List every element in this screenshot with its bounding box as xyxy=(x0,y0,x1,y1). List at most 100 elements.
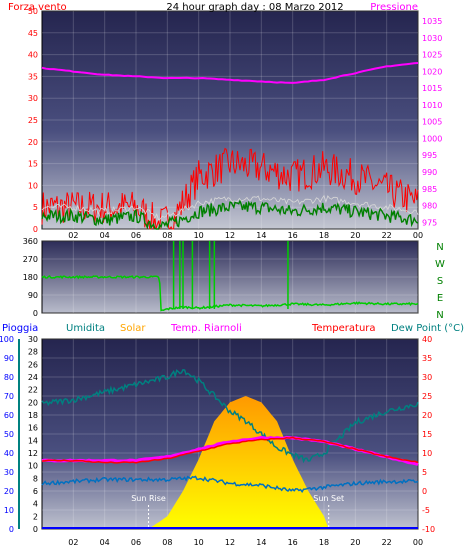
wind-tick-label: 10 xyxy=(28,181,38,190)
wind-tick-label: 45 xyxy=(28,29,38,38)
direction-tick-label: 180 xyxy=(23,273,38,282)
x-tick-label: 14 xyxy=(256,231,266,240)
wind-gust-line xyxy=(41,147,419,230)
legend-umidita: Umidita xyxy=(66,323,105,334)
x-tick-label: 20 xyxy=(350,538,360,547)
x-tick-label: 10 xyxy=(194,538,204,547)
pressure-tick-label: 1000 xyxy=(422,134,442,143)
x-tick-label: 00 xyxy=(413,538,423,547)
wind-tick-label: 40 xyxy=(28,51,38,60)
rain-tick-label: 40 xyxy=(4,449,14,458)
sun-set-label: Sun Set xyxy=(313,494,344,503)
solar-tick-label: 16 xyxy=(28,424,38,433)
temperature-line xyxy=(41,436,419,464)
legend-solar: Solar xyxy=(120,323,146,334)
x-tick-label: 22 xyxy=(382,231,392,240)
pressure-tick-label: 990 xyxy=(422,168,437,177)
rain-tick-label: 90 xyxy=(4,354,14,363)
temperature-tick-label: 5 xyxy=(422,468,427,477)
temperature-tick-label: 30 xyxy=(422,373,432,382)
rain-tick-label: 80 xyxy=(4,373,14,382)
x-tick-label: 02 xyxy=(68,231,78,240)
rain-tick-label: 20 xyxy=(4,487,14,496)
temperature-tick-label: 25 xyxy=(422,392,432,401)
pressure-axis-title: Pressione xyxy=(370,2,418,13)
direction-tick-label: 90 xyxy=(28,291,38,300)
x-tick-label: 00 xyxy=(413,231,423,240)
solar-area xyxy=(148,396,329,529)
wind-tick-label: 0 xyxy=(33,225,38,234)
x-tick-label: 22 xyxy=(382,538,392,547)
wind-tick-label: 50 xyxy=(28,7,38,16)
pressure-tick-label: 1030 xyxy=(422,34,442,43)
pressure-tick-label: 1005 xyxy=(422,118,442,127)
pressure-tick-label: 1015 xyxy=(422,84,442,93)
solar-tick-label: 18 xyxy=(28,411,38,420)
temperature-tick-label: -5 xyxy=(422,506,430,515)
chart-title: 24 hour graph day : 08 Marzo 2012 xyxy=(166,2,343,13)
wind-tick-label: 20 xyxy=(28,138,38,147)
temperature-tick-label: 15 xyxy=(422,430,432,439)
x-tick-label: 06 xyxy=(131,538,141,547)
compass-n-bottom: N xyxy=(436,310,443,321)
solar-tick-label: 4 xyxy=(33,500,38,509)
wind-tick-label: 35 xyxy=(28,72,38,81)
wind-tick-label: 15 xyxy=(28,160,38,169)
solar-tick-label: 8 xyxy=(33,474,38,483)
compass-s: S xyxy=(437,276,443,287)
temperature-tick-label: 10 xyxy=(422,449,432,458)
x-tick-label: 04 xyxy=(100,538,110,547)
x-tick-label: 12 xyxy=(225,231,235,240)
direction-tick-label: 360 xyxy=(23,237,38,246)
x-tick-label: 18 xyxy=(319,538,329,547)
x-tick-label: 04 xyxy=(100,231,110,240)
legend-dew-point: Dew Point (°C) xyxy=(391,323,464,334)
x-tick-label: 02 xyxy=(68,538,78,547)
wind-direction-line xyxy=(41,275,419,312)
rain-tick-label: 0 xyxy=(9,525,14,534)
x-tick-label: 10 xyxy=(194,231,204,240)
x-tick-label: 06 xyxy=(131,231,141,240)
direction-tick-label: 0 xyxy=(33,309,38,318)
solar-tick-label: 24 xyxy=(28,373,38,382)
temperature-tick-label: 35 xyxy=(422,354,432,363)
wind-average-line xyxy=(41,199,419,230)
pressure-line xyxy=(41,62,419,84)
pressure-tick-label: 995 xyxy=(422,151,437,160)
legend-temperatura: Temperatura xyxy=(311,323,376,334)
wind-tick-label: 25 xyxy=(28,116,38,125)
compass-n-top: N xyxy=(436,242,443,253)
solar-tick-label: 28 xyxy=(28,348,38,357)
pressure-tick-label: 1020 xyxy=(422,67,442,76)
x-tick-label: 12 xyxy=(225,538,235,547)
pressure-tick-label: 975 xyxy=(422,218,437,227)
pressure-tick-label: 985 xyxy=(422,185,437,194)
direction-tick-label: 270 xyxy=(23,255,38,264)
solar-tick-label: 14 xyxy=(28,436,38,445)
x-tick-label: 18 xyxy=(319,231,329,240)
temperature-tick-label: -10 xyxy=(422,525,435,534)
wind-tick-label: 30 xyxy=(28,94,38,103)
x-tick-label: 08 xyxy=(162,231,172,240)
x-tick-label: 20 xyxy=(350,231,360,240)
sun-rise-label: Sun Rise xyxy=(131,494,166,503)
x-tick-label: 08 xyxy=(162,538,172,547)
pressure-tick-label: 1010 xyxy=(422,101,442,110)
temperature-tick-label: 0 xyxy=(422,487,427,496)
temperature-tick-label: 40 xyxy=(422,335,432,344)
solar-tick-label: 22 xyxy=(28,386,38,395)
solar-tick-label: 10 xyxy=(28,462,38,471)
wind-axis-title: Forza vento xyxy=(8,2,67,13)
x-tick-label: 16 xyxy=(288,231,298,240)
dew-point-line xyxy=(41,475,419,494)
legend-pioggia: Pioggia xyxy=(2,323,38,334)
solar-tick-label: 2 xyxy=(33,512,38,521)
compass-e: E xyxy=(437,293,443,304)
pressure-tick-label: 1035 xyxy=(422,17,442,26)
wind-tick-label: 5 xyxy=(33,203,38,212)
pressure-tick-label: 980 xyxy=(422,202,437,211)
rain-tick-label: 70 xyxy=(4,392,14,401)
x-tick-label: 14 xyxy=(256,538,266,547)
compass-w: W xyxy=(435,259,445,270)
legend-temp-riarnoli: Temp. Riarnoli xyxy=(170,323,242,334)
